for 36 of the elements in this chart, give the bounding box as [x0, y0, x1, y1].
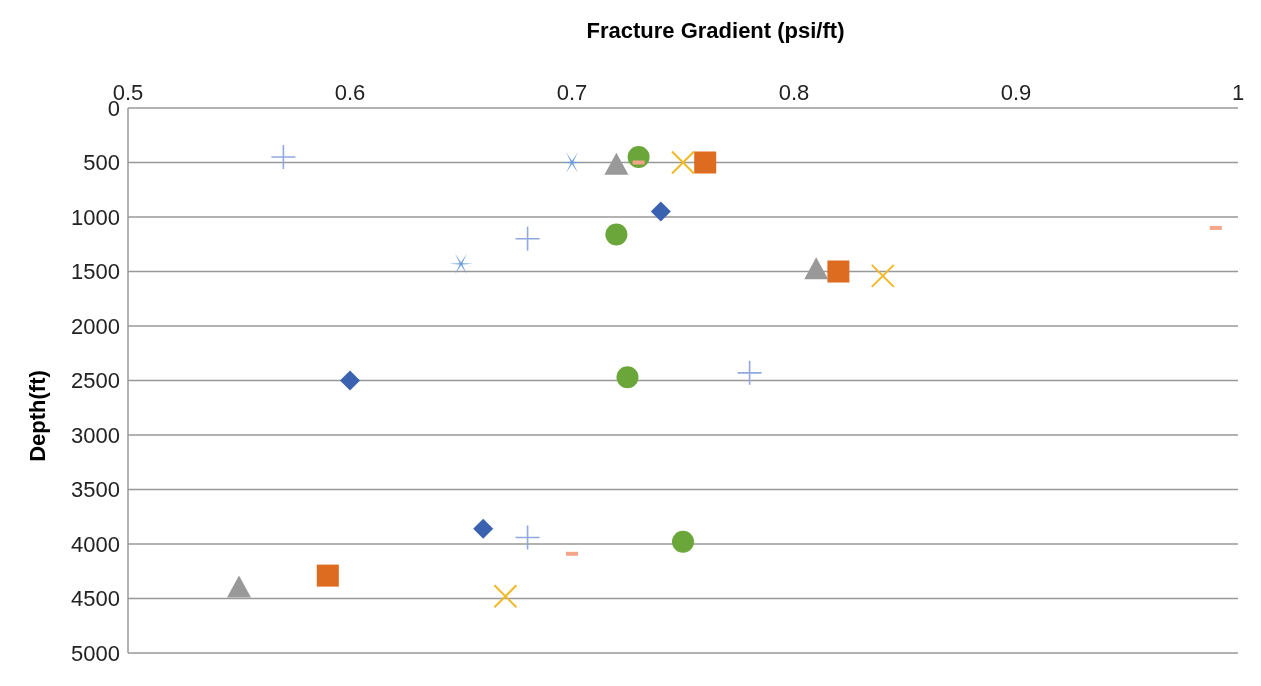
y-tick-label: 1000: [71, 204, 120, 230]
point: [604, 152, 629, 175]
point: [473, 518, 494, 539]
point: [870, 263, 895, 288]
point: [271, 145, 296, 170]
y-tick-label: 2500: [71, 368, 120, 394]
x-axis-title: Fracture Gradient (psi/ft): [585, 18, 846, 44]
y-tick-label: 1500: [71, 259, 120, 285]
y-tick-label: 3000: [71, 422, 120, 448]
y-tick-label: 5000: [71, 640, 120, 666]
point: [694, 151, 717, 174]
point: [804, 257, 829, 280]
x-tick-label: 0.9: [1000, 80, 1032, 105]
point: [671, 150, 695, 175]
point: [827, 260, 850, 283]
point: [340, 370, 360, 391]
point: [227, 575, 251, 598]
y-tick-label: 3500: [71, 477, 120, 503]
point: [672, 530, 694, 553]
y-tick-label: 4000: [71, 531, 120, 557]
y-tick-label: 2000: [71, 313, 120, 339]
point: [605, 223, 628, 246]
point: [616, 366, 639, 389]
x-tick-label: 0.8: [778, 80, 810, 105]
y-tick-label: 500: [83, 150, 120, 176]
x-tick-label: 0.7: [556, 80, 588, 105]
x-tick-label: 0.6: [334, 80, 366, 105]
y-axis-title: Depth(ft): [25, 369, 51, 464]
point: [493, 584, 518, 609]
point: [515, 226, 540, 251]
point: [560, 152, 584, 173]
point: [650, 201, 671, 222]
y-tick-label: 4500: [71, 586, 120, 612]
point: [316, 564, 339, 587]
x-tick-label: 1: [1231, 80, 1245, 105]
point: [737, 360, 762, 385]
